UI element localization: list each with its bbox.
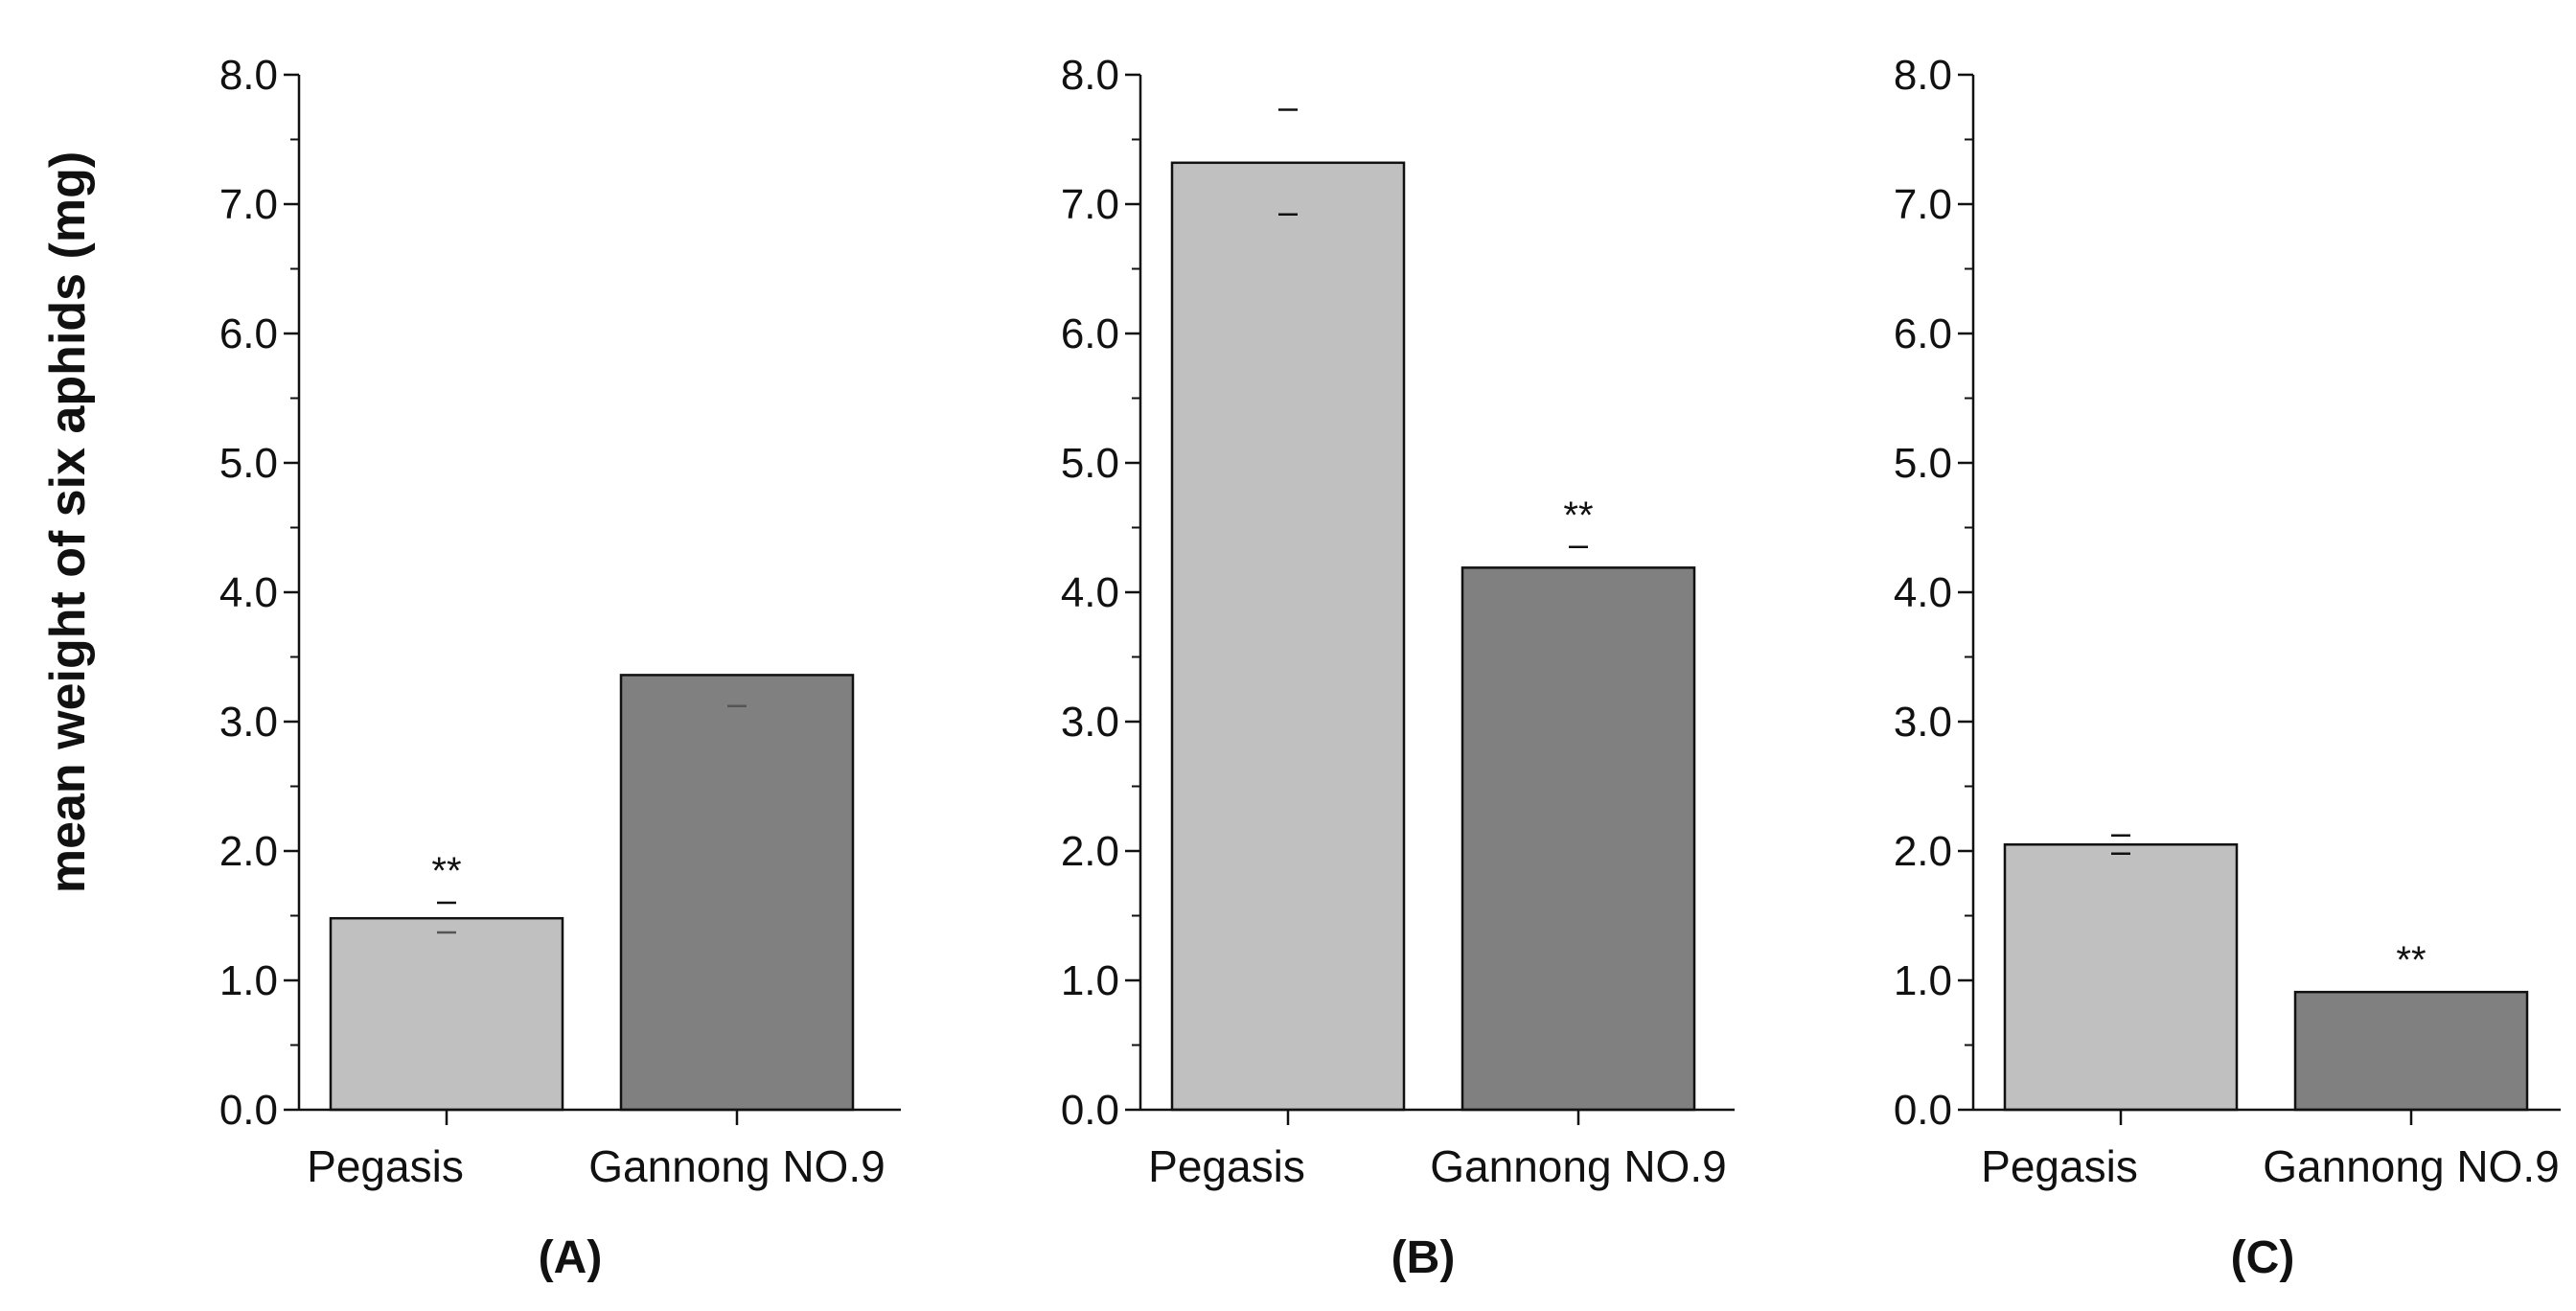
y-tick-label: 8.0 [219,52,278,99]
y-tick-label: 3.0 [219,699,278,746]
y-tick-label: 8.0 [1894,52,1952,99]
y-tick-label: 7.0 [1061,181,1119,228]
x-tick-label-gannong-no9: Gannong NO.9 [2263,1141,2559,1191]
y-tick-label: 4.0 [1894,569,1952,616]
y-tick-label: 5.0 [1894,440,1952,487]
x-tick-label-gannong-no9: Gannong NO.9 [1430,1141,1726,1191]
y-tick-label: 0.0 [1061,1087,1119,1134]
x-tick-label-pegasis: Pegasis [1148,1141,1305,1191]
chart-panel-3: ** 0.0 1.0 2.0 3.0 4.0 5.0 6.0 7.0 8.0 Pegasis Gann… [1894,52,2561,1283]
bar-pegasis [1170,161,1406,1112]
bar-pegasis [329,916,564,1112]
y-tick-label: 4.0 [219,569,278,616]
y-tick-label: 6.0 [1061,310,1119,357]
chart-panel-2: ** 0.0 1.0 2.0 3.0 4.0 5.0 6.0 7.0 8.0 Pegasis Gann… [1061,52,1735,1283]
bar-pegasis [2003,843,2239,1112]
x-tick-label-pegasis: Pegasis [1981,1141,2138,1191]
panel-label: (A) [539,1232,603,1283]
y-tick-label: 3.0 [1061,699,1119,746]
y-tick-label: 2.0 [1894,828,1952,875]
bar-gannong-no9 [2293,990,2529,1112]
y-tick-label: 6.0 [219,310,278,357]
y-tick-label: 1.0 [219,957,278,1004]
y-tick-label: 4.0 [1061,569,1119,616]
bar-gannong-no9 [1460,566,1696,1112]
y-tick-label: 5.0 [1061,440,1119,487]
panel-label: (B) [1392,1232,1456,1283]
y-tick-label: 1.0 [1894,957,1952,1004]
significance-marker: ** [2396,939,2426,981]
y-tick-label: 7.0 [219,181,278,228]
y-tick-label: 0.0 [219,1087,278,1134]
y-tick-label: 0.0 [1894,1087,1952,1134]
significance-marker: ** [431,850,461,892]
y-axis-label: mean weight of six aphids (mg) [40,151,96,893]
y-tick-label: 5.0 [219,440,278,487]
y-tick-label: 7.0 [1894,181,1952,228]
y-tick-label: 2.0 [219,828,278,875]
x-tick-label-pegasis: Pegasis [307,1141,464,1191]
chart-panels: ** 0.0 1.0 2.0 3.0 4.0 5.0 6.0 7.0 8.0 Pegasis Gann… [219,52,2561,1283]
y-tick-label: 2.0 [1061,828,1119,875]
y-tick-label: 8.0 [1061,52,1119,99]
x-tick-label-gannong-no9: Gannong NO.9 [588,1141,885,1191]
y-tick-label: 1.0 [1061,957,1119,1004]
y-tick-label: 3.0 [1894,699,1952,746]
chart-panel-1: ** 0.0 1.0 2.0 3.0 4.0 5.0 6.0 7.0 8.0 Pegasis Gann… [219,52,901,1283]
significance-marker: ** [1563,494,1593,537]
panel-label: (C) [2231,1232,2295,1283]
y-tick-label: 6.0 [1894,310,1952,357]
bar-gannong-no9 [619,674,855,1112]
